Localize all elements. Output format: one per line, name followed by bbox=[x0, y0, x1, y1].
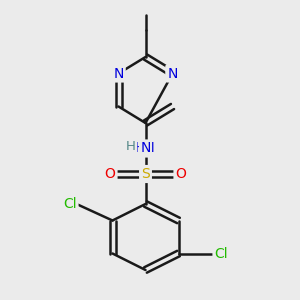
Text: S: S bbox=[141, 167, 150, 181]
Text: N: N bbox=[140, 142, 151, 155]
Text: O: O bbox=[105, 167, 116, 181]
Text: Cl: Cl bbox=[214, 247, 228, 260]
Text: Cl: Cl bbox=[63, 197, 76, 211]
Text: HN: HN bbox=[135, 142, 156, 155]
Text: O: O bbox=[176, 167, 186, 181]
Text: N: N bbox=[113, 67, 124, 80]
Text: H: H bbox=[126, 140, 136, 154]
Text: N: N bbox=[167, 67, 178, 80]
